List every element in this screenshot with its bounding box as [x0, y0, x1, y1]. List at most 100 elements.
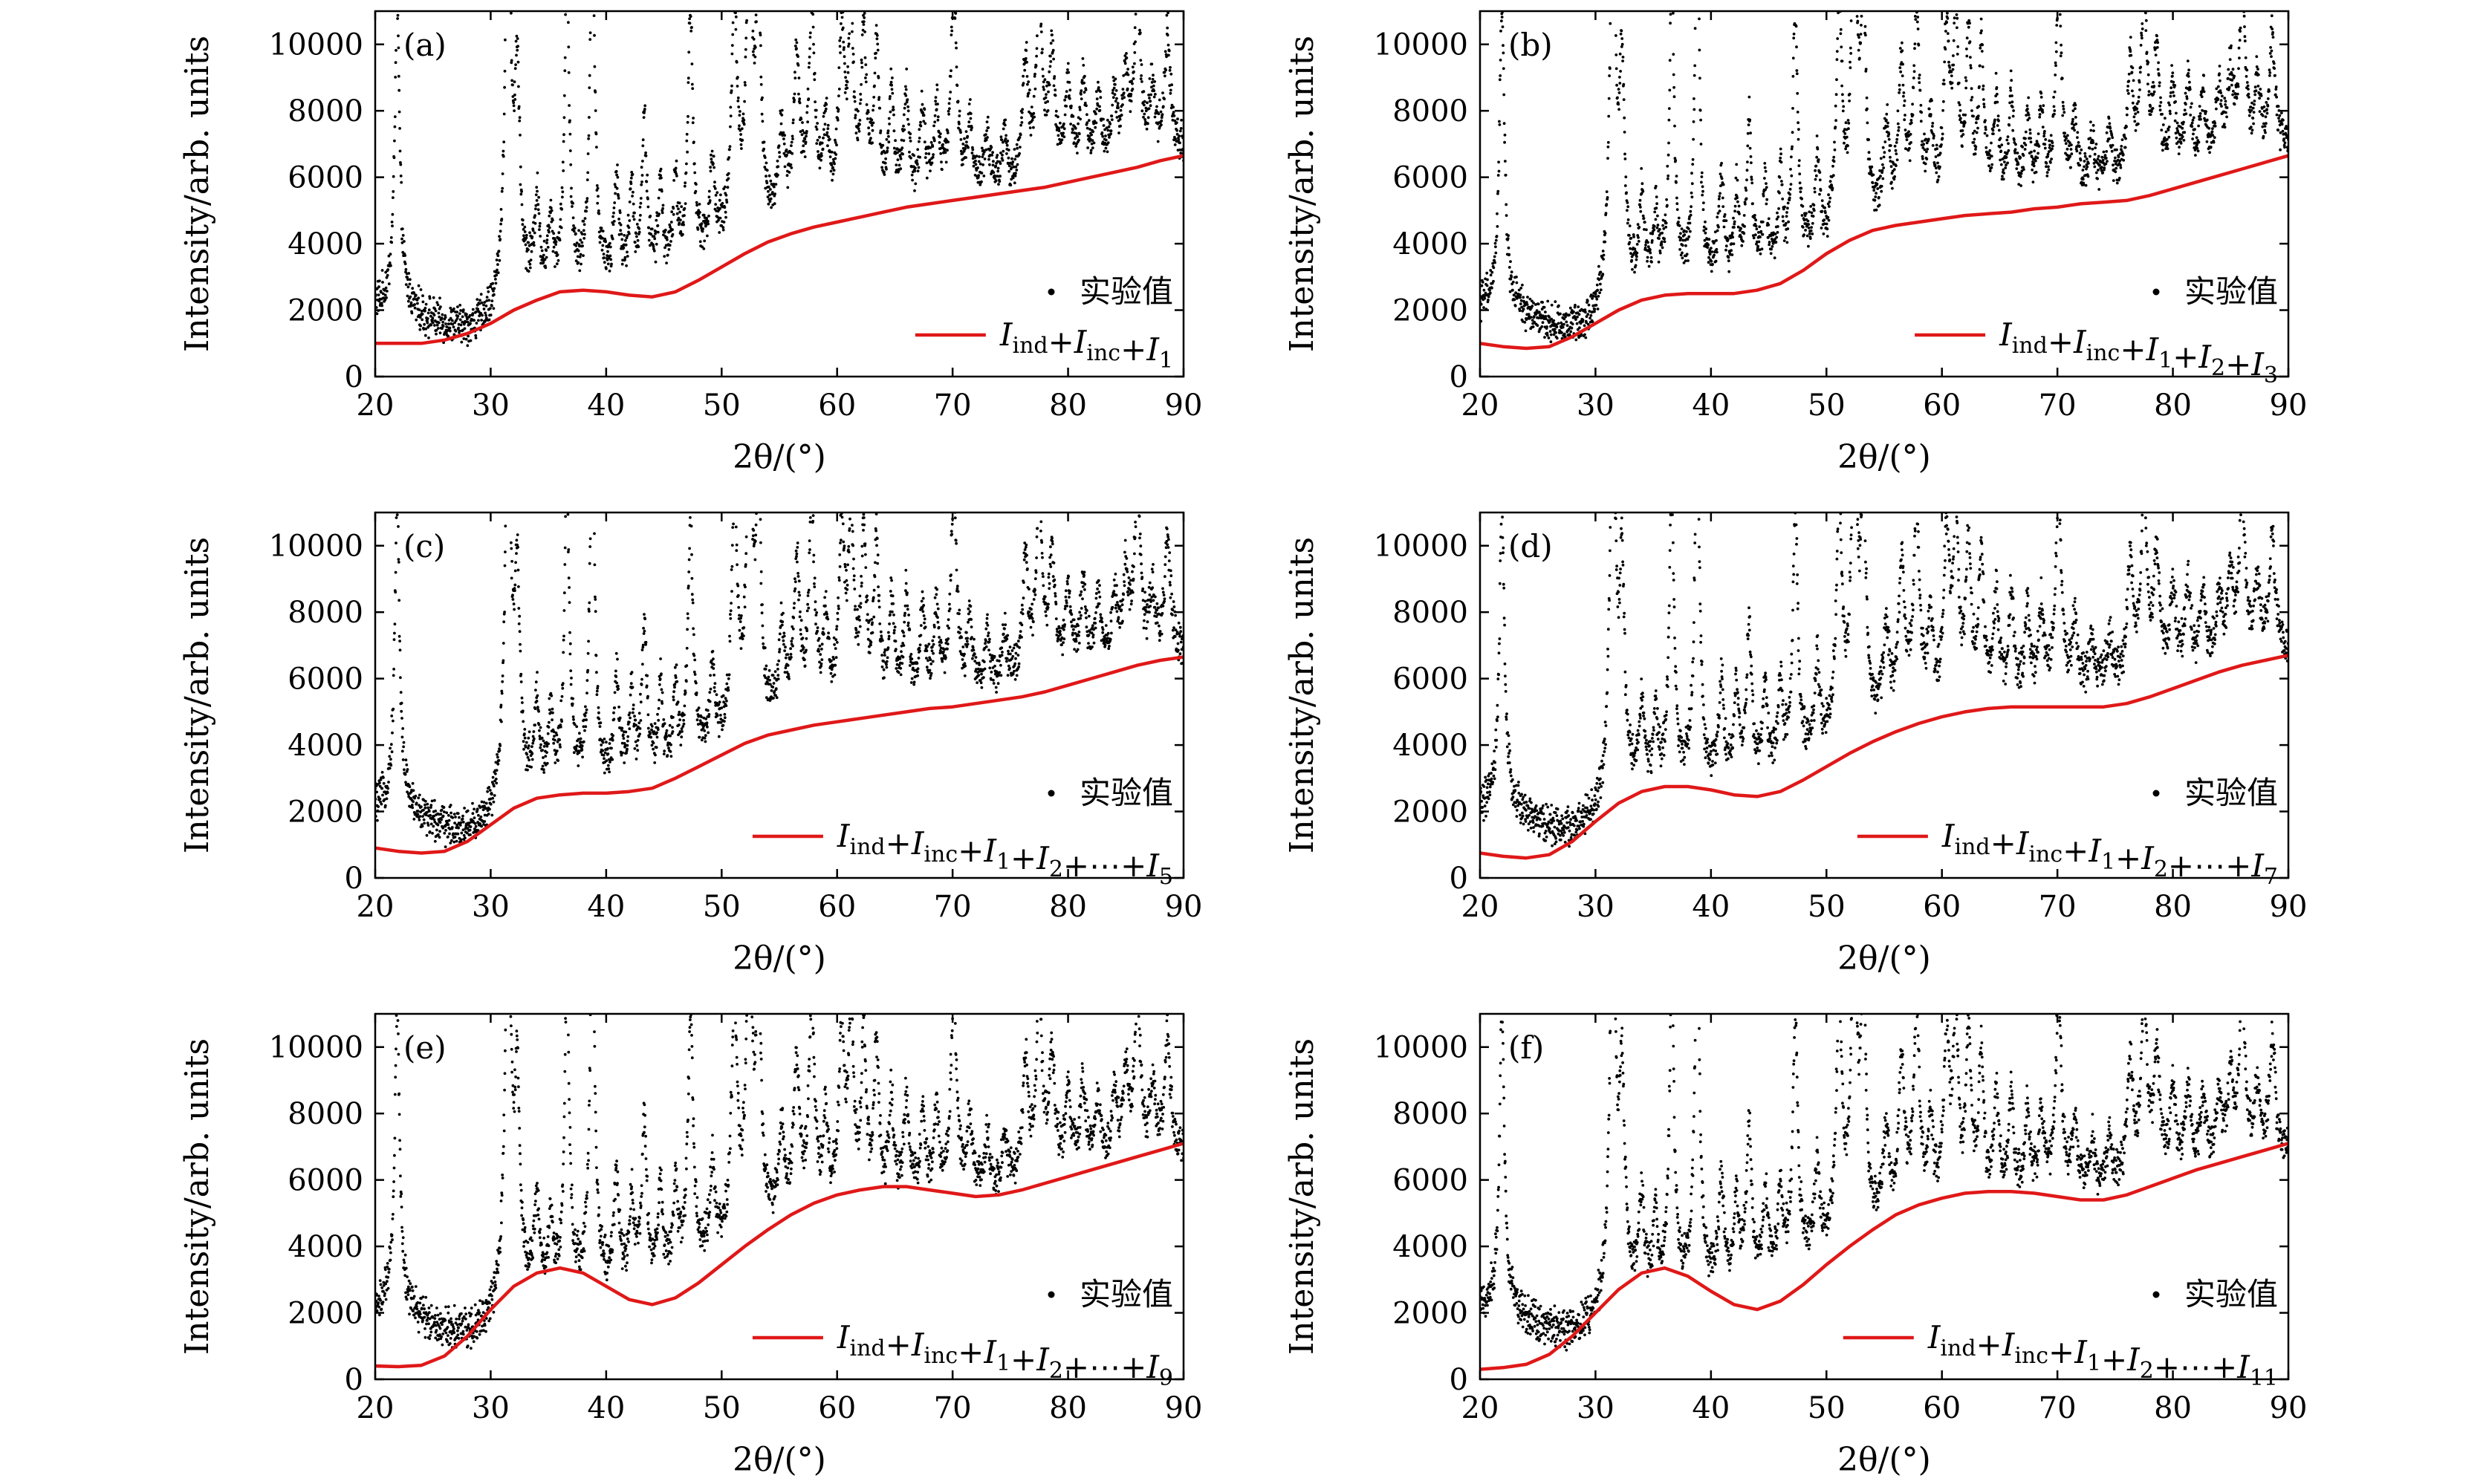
data-point [495, 273, 499, 277]
data-point [1690, 191, 1693, 195]
data-point [1666, 153, 1670, 157]
data-point [1708, 253, 1712, 256]
data-point [437, 321, 441, 325]
data-point [1586, 313, 1590, 316]
data-point [981, 155, 984, 159]
data-point [632, 215, 635, 218]
data-point [838, 39, 842, 42]
data-point [1782, 239, 1786, 242]
data-point [902, 113, 906, 117]
data-point [551, 230, 554, 233]
data-point [398, 149, 402, 153]
data-point [423, 309, 426, 313]
data-point [2019, 172, 2023, 175]
data-point [1808, 232, 1811, 235]
data-point [2118, 152, 2122, 155]
data-point [896, 158, 900, 162]
data-point [1650, 260, 1653, 264]
data-point [2022, 168, 2025, 172]
data-point [1999, 158, 2002, 162]
data-point [2010, 105, 2014, 108]
data-point [721, 226, 725, 230]
data-point [580, 262, 582, 266]
data-point [1702, 229, 1706, 232]
data-point [2010, 100, 2014, 104]
data-point [1039, 22, 1043, 26]
legend-symbol: I [1146, 331, 1160, 368]
data-point [2093, 152, 2097, 156]
data-point [2168, 109, 2172, 113]
data-point [462, 337, 466, 340]
data-point [1897, 126, 1901, 129]
data-point [2182, 120, 2185, 124]
data-point [1703, 238, 1707, 242]
data-point [1617, 88, 1620, 91]
data-point [596, 186, 600, 190]
data-point [883, 161, 887, 165]
data-point [1603, 232, 1607, 235]
data-point [1106, 150, 1109, 154]
data-point [745, 19, 748, 22]
data-point [2035, 140, 2039, 143]
data-point [593, 65, 597, 68]
data-point [2084, 183, 2088, 187]
data-point [380, 304, 384, 307]
data-point [732, 1, 735, 4]
data-point [1066, 68, 1069, 71]
data-point [723, 206, 727, 209]
data-point [1065, 105, 1068, 108]
data-point [594, 109, 597, 112]
data-point [1808, 237, 1812, 240]
data-point [2159, 96, 2162, 100]
data-point [1002, 121, 1006, 125]
data-point [1489, 269, 1493, 272]
data-point [633, 211, 636, 215]
data-point [461, 320, 464, 324]
data-point [1969, 64, 1973, 67]
data-point [1074, 145, 1078, 148]
data-point [1574, 318, 1577, 321]
data-point [1876, 187, 1880, 190]
data-point [683, 184, 687, 188]
data-point [545, 249, 548, 253]
data-point [705, 216, 708, 220]
data-point [1979, 64, 1982, 68]
data-point [879, 129, 883, 133]
data-point [2191, 118, 2195, 122]
data-point [609, 258, 613, 261]
data-point [1052, 57, 1055, 61]
data-point [432, 313, 436, 317]
data-point [1944, 0, 1947, 3]
data-point [1918, 77, 1921, 80]
data-point [901, 152, 904, 156]
data-point [389, 236, 393, 239]
data-point [518, 119, 522, 123]
data-point [1790, 174, 1794, 178]
data-point [1864, 68, 1868, 71]
data-point [380, 269, 384, 272]
data-point [637, 245, 640, 249]
data-point [1848, 92, 1851, 96]
data-point [1686, 238, 1690, 241]
data-point [874, 56, 877, 60]
data-point [585, 209, 588, 213]
data-point [1954, 8, 1957, 11]
data-point [393, 115, 397, 119]
data-point [2134, 112, 2138, 116]
data-point [586, 171, 590, 175]
data-point [1496, 189, 1500, 193]
data-point [815, 128, 819, 131]
data-point [724, 193, 728, 197]
data-point [1661, 246, 1664, 250]
data-point [2138, 88, 2141, 91]
data-point [1513, 298, 1516, 302]
data-point [596, 201, 600, 205]
data-point [395, 48, 397, 52]
data-point [1140, 63, 1143, 66]
data-point [1984, 126, 1987, 129]
data-point [1733, 222, 1736, 226]
data-point [1123, 96, 1126, 100]
data-point [802, 131, 806, 134]
data-point [1855, 0, 1858, 3]
data-point [1561, 325, 1565, 329]
